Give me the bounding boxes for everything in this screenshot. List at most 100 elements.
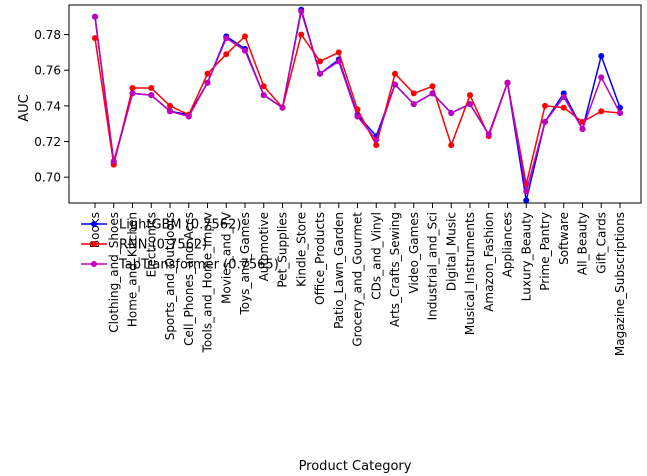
data-point — [298, 31, 305, 38]
data-point — [242, 47, 248, 54]
data-point — [448, 142, 455, 149]
x-tick-label: Home_and_Kitchen — [126, 212, 140, 327]
y-tick-label: 0.72 — [34, 135, 61, 149]
y-tick-label: 0.74 — [34, 99, 61, 113]
x-tick-label: Electronics — [144, 212, 158, 277]
data-point — [542, 118, 548, 125]
x-tick-label: All_Beauty — [576, 212, 590, 275]
legend-label: LightGBM (0.7562) — [119, 218, 241, 233]
data-point — [598, 74, 605, 81]
legend-item: RNN (0.7562) — [81, 238, 207, 253]
data-point — [110, 158, 117, 165]
y-tick-label: 0.76 — [34, 64, 61, 78]
data-point — [335, 49, 342, 56]
data-point — [523, 188, 530, 195]
x-tick-label: Appliances — [501, 212, 515, 277]
legend: LightGBM (0.7562) RNN (0.7562) TabTransfor… — [81, 218, 279, 273]
data-point — [485, 131, 492, 138]
data-point — [335, 58, 342, 65]
data-point — [617, 110, 623, 116]
x-tick-label: CDs_and_Vinyl — [369, 212, 383, 300]
x-tick-label: Video_Games — [407, 212, 421, 294]
data-point — [392, 70, 398, 77]
legend-swatch-marker — [91, 261, 97, 267]
x-tick-label: Gift_Cards — [594, 212, 608, 274]
data-point — [204, 79, 211, 86]
data-point — [598, 108, 605, 115]
data-point — [148, 85, 155, 92]
x-tick-label: Musical_Instruments — [463, 212, 477, 335]
plot-frame — [68, 4, 642, 204]
data-point — [148, 92, 155, 99]
x-tick-label: Automotive — [257, 212, 271, 281]
data-point — [560, 104, 567, 111]
legend-label: TabTransformer (0.7565) — [118, 258, 279, 273]
x-tick-label: Movies_and_TV — [219, 211, 233, 304]
series-line — [94, 10, 621, 193]
x-tick-label: Books — [88, 212, 102, 248]
data-point — [260, 83, 267, 90]
x-axis-title: Product Category — [299, 459, 412, 474]
x-tick-label: Toys_and_Games — [238, 212, 252, 316]
x-tick-label: Digital_Music — [444, 212, 458, 291]
data-point — [598, 52, 605, 59]
data-point — [429, 83, 436, 90]
data-point — [279, 104, 286, 111]
x-tick-label: Kindle_Store — [294, 212, 308, 287]
x-tick-label: Software — [557, 212, 571, 265]
x-tick-label: Industrial_and_Sci — [426, 212, 440, 320]
data-point — [523, 197, 530, 204]
data-point — [185, 113, 192, 120]
data-point — [579, 126, 586, 133]
data-point — [92, 13, 98, 20]
x-tick-label: Magazine_Subscriptions — [613, 212, 627, 356]
y-axis-title: AUC — [17, 94, 32, 122]
plot-area — [92, 6, 623, 204]
data-point — [317, 58, 323, 65]
data-point — [242, 33, 248, 40]
data-point — [204, 70, 211, 77]
data-point — [373, 136, 380, 143]
data-point — [560, 93, 567, 100]
y-tick-label: 0.78 — [34, 28, 61, 42]
x-tick-label: Patio_Lawn_Garden — [332, 212, 346, 329]
data-point — [392, 81, 398, 88]
x-tick-label: Luxury_Beauty — [519, 212, 533, 301]
x-tick-label: Cell_Phones_and_Accs — [182, 212, 196, 346]
data-point — [223, 35, 230, 42]
data-point — [448, 110, 455, 116]
data-point — [467, 92, 473, 99]
legend-label: RNN (0.7562) — [119, 238, 207, 253]
data-point — [429, 90, 436, 97]
series-line — [94, 8, 621, 202]
x-tick-label: Clothing_and_Shoes — [107, 212, 121, 333]
data-point — [129, 85, 136, 92]
legend-item: LightGBM (0.7562) — [81, 218, 241, 233]
data-point — [167, 108, 173, 115]
data-point — [223, 51, 230, 58]
legend-swatch-marker — [91, 221, 97, 227]
data-point — [317, 70, 323, 77]
x-tick-label: Grocery_and_Gourmet — [351, 212, 365, 347]
data-point — [92, 35, 98, 42]
data-point — [129, 90, 136, 97]
x-tick-label: Arts_Crafts_Sewing — [388, 212, 402, 327]
x-tick-label: Office_Products — [313, 212, 327, 305]
data-point — [410, 90, 417, 97]
data-point — [410, 101, 417, 108]
data-point — [298, 8, 305, 15]
data-point — [373, 142, 380, 149]
series-3 — [92, 8, 623, 195]
x-tick-label: Prime_Pantry — [538, 212, 552, 291]
x-axis: Books Clothing_and_Shoes Home_and_Kitchen E… — [88, 203, 627, 356]
x-tick-label: Amazon_Fashion — [482, 212, 496, 312]
data-point — [260, 92, 267, 99]
legend-item: TabTransformer (0.7565) — [81, 258, 279, 273]
x-tick-label: Pet_Supplies — [276, 212, 290, 288]
y-axis: 0.70 0.72 0.74 0.76 0.78 — [34, 28, 69, 185]
data-point — [504, 79, 511, 86]
data-point — [354, 113, 361, 120]
y-tick-label: 0.70 — [34, 171, 61, 185]
x-tick-label: Sports_and_Outdoors — [163, 212, 177, 340]
